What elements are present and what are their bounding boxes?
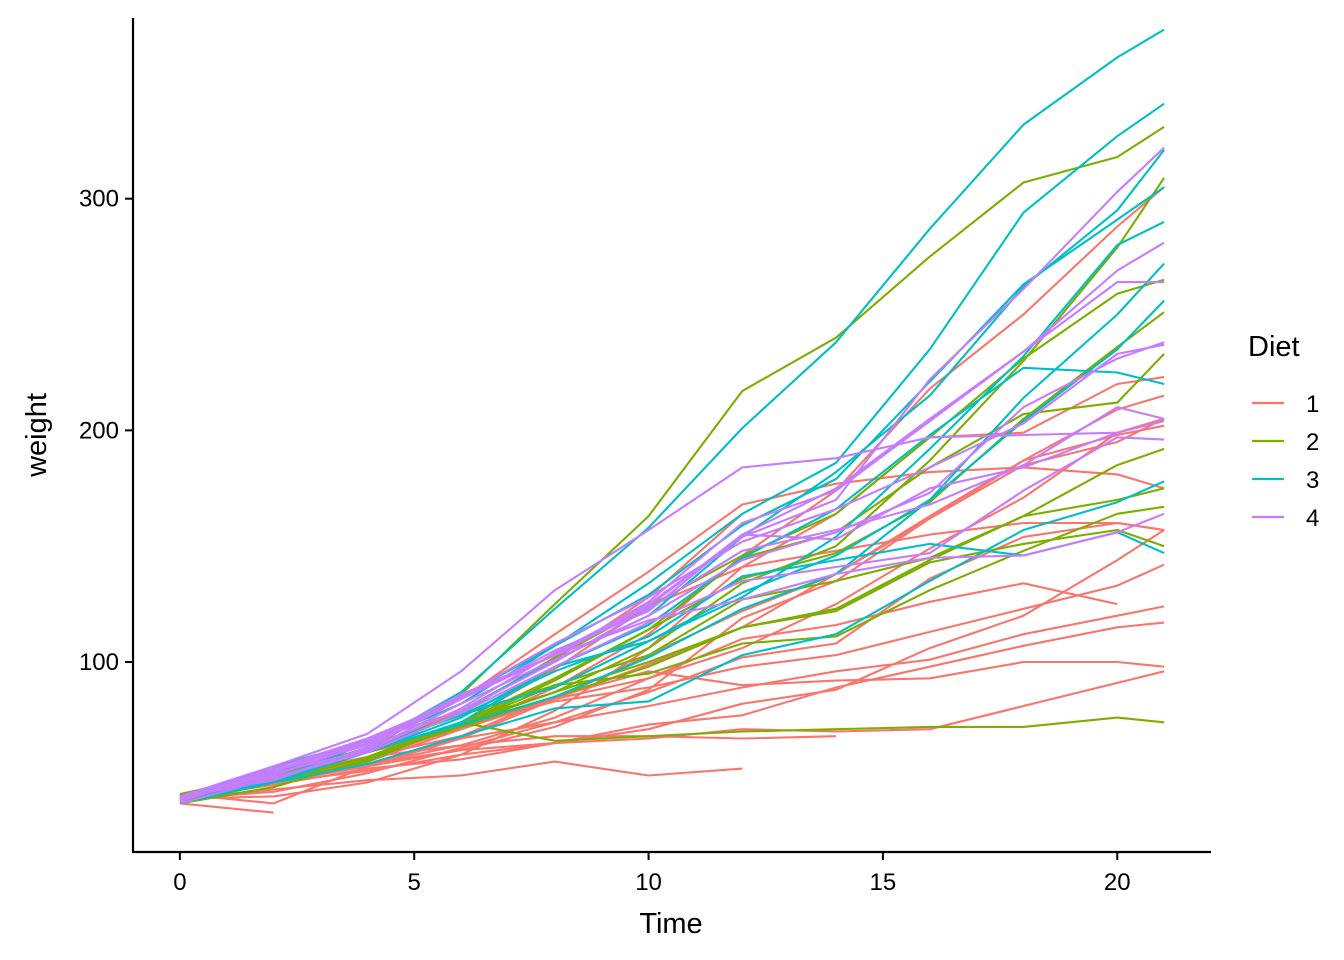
series-line-diet-4 [179, 512, 1165, 798]
x-tick-label: 15 [870, 869, 897, 896]
series-line-diet-1 [179, 394, 1165, 803]
legend-title: Diet [1248, 331, 1300, 363]
series-line-diet-1 [179, 529, 1165, 796]
series-line-diet-3 [179, 262, 1165, 798]
y-axis-title: weight [21, 393, 53, 478]
legend-label-diet-4: 4 [1306, 505, 1319, 532]
x-tick-label: 5 [408, 869, 421, 896]
y-ticks: 100 200 300 [79, 186, 133, 676]
axes [131, 18, 1211, 854]
series-line-diet-2 [179, 528, 1165, 798]
legend-label-diet-2: 2 [1306, 429, 1319, 456]
series-line-diet-1 [179, 513, 743, 800]
y-tick-label: 100 [79, 649, 119, 676]
series-line-diet-3 [179, 480, 1165, 800]
y-tick-label: 300 [79, 186, 119, 213]
legend-items: 1 2 3 4 [1252, 391, 1319, 532]
legend: Diet 1 2 3 4 [1248, 331, 1319, 532]
series-line-diet-4 [179, 436, 1165, 800]
x-ticks: 0 5 10 15 20 [173, 852, 1131, 896]
series-line-diet-4 [179, 431, 1118, 798]
series-line-diet-1 [179, 621, 1165, 800]
series-line-diet-4 [179, 343, 1165, 802]
series-line-diet-3 [179, 102, 1165, 800]
legend-label-diet-1: 1 [1306, 391, 1319, 418]
series-line-diet-1 [179, 760, 743, 800]
series-lines [179, 28, 1165, 814]
series-line-diet-4 [179, 281, 1165, 800]
series-line-diet-4 [179, 341, 1165, 803]
series-line-diet-2 [179, 311, 1165, 798]
x-tick-label: 10 [635, 869, 662, 896]
y-tick-label: 200 [79, 417, 119, 444]
x-axis-title: Time [639, 908, 702, 940]
series-line-diet-3 [179, 220, 1165, 800]
series-line-diet-4 [179, 146, 1165, 805]
x-tick-label: 0 [173, 869, 186, 896]
series-line-diet-4 [179, 406, 1165, 800]
series-line-diet-1 [179, 605, 1165, 800]
series-line-diet-2 [179, 177, 1165, 805]
x-tick-label: 20 [1104, 869, 1131, 896]
series-line-diet-1 [179, 802, 274, 814]
legend-label-diet-3: 3 [1306, 467, 1319, 494]
